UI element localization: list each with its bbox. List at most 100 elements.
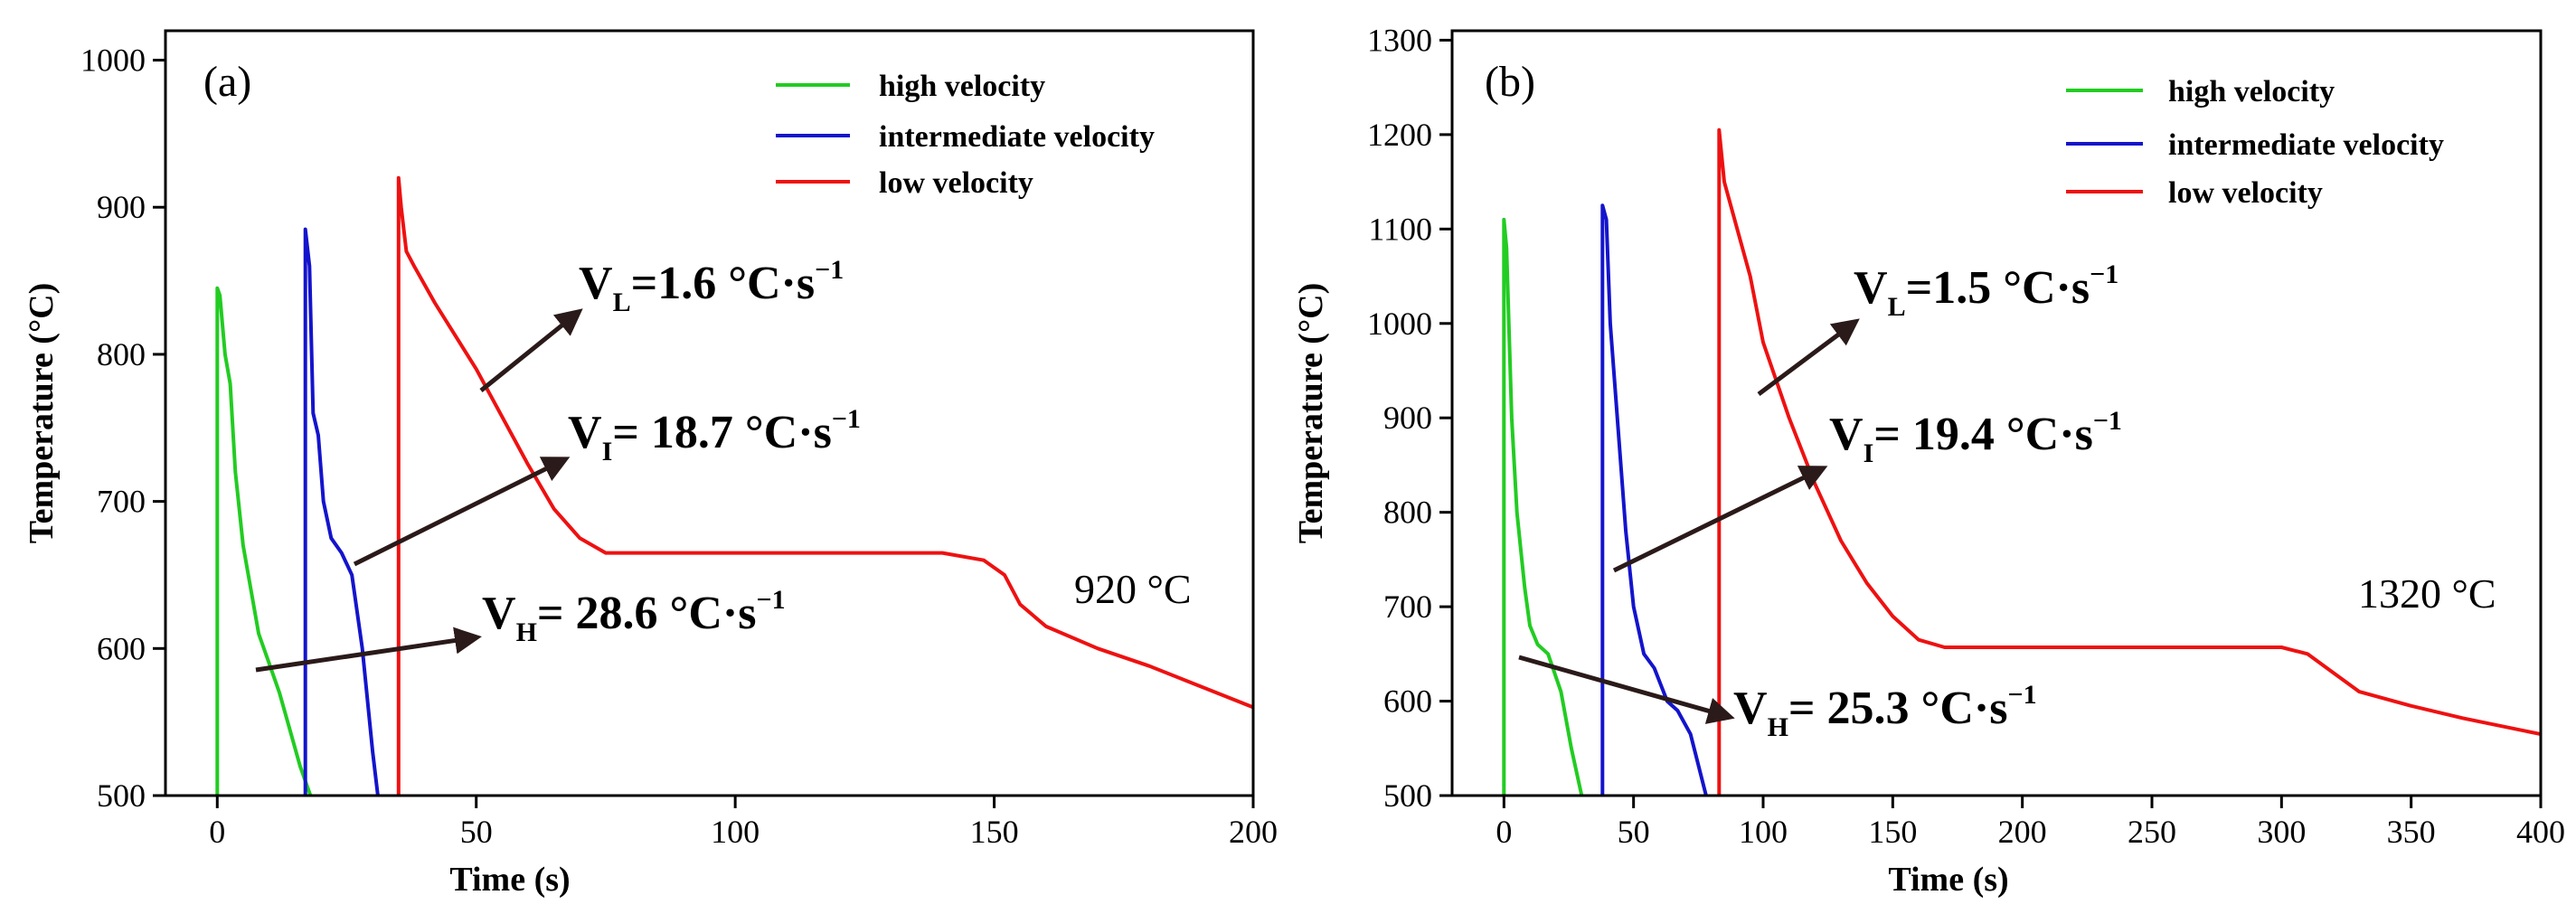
panel-b-y-tick-label: 900: [1383, 400, 1432, 436]
panel-a-x-tick-label: 0: [209, 814, 225, 850]
panel-b-y-tick-label: 700: [1383, 589, 1432, 625]
panel-a-rate-vi: VI= 18.7 °C·s−1: [568, 404, 861, 466]
panel-a-legend-label-high: high velocity: [879, 70, 1045, 103]
panel-a-legend: high velocity intermediate velocity low …: [776, 70, 1155, 200]
panel-a-y-axis-title: Temperature (°C): [23, 283, 61, 544]
panel-b-plot-frame: [1450, 29, 2543, 797]
panel-a-arrow-vl: [479, 308, 583, 392]
panel-b-y-tick-label: 1100: [1368, 211, 1432, 247]
panel-a-y-tick-label: 500: [97, 777, 146, 814]
panel-b-x-tick-label: 50: [1618, 814, 1650, 850]
panel-a-rate-vi-main: V: [568, 407, 602, 458]
panel-b-y-tick-label: 1200: [1367, 117, 1432, 153]
panel-b-series-intermediate: [1600, 203, 1708, 796]
panel-b-legend-label-high: high velocity: [2168, 75, 2335, 108]
panel-b-y-tick-label: 1000: [1367, 306, 1432, 342]
panel-a-rate-vi-sup: −1: [832, 404, 861, 434]
panel-a-x-tick-label: 50: [460, 814, 493, 850]
panel-b-y-tick-label: 600: [1383, 683, 1432, 720]
panel-a-series-intermediate: [303, 227, 380, 796]
panel-b-x-tick-label: 250: [2128, 814, 2176, 850]
panel-b-rate-vh-sub: H: [1768, 712, 1788, 742]
panel-b-arrow-vl: [1757, 318, 1860, 397]
panel-a-x-tick-label: 100: [711, 814, 760, 850]
panel-a-label: (a): [203, 58, 251, 106]
panel-a-annotation-vl: VL=1.6 °C·s−1: [479, 255, 844, 392]
panel-a-rate-vl-sub: L: [613, 287, 631, 317]
panel-b-rate-vi: VI= 19.4 °C·s−1: [1829, 406, 2122, 468]
panel-a-x-axis-title: Time (s): [449, 861, 570, 899]
panel-b-rate-vh-main: V: [1733, 683, 1768, 734]
panel-a-y-tick-label: 700: [97, 484, 146, 520]
panel-a-rate-vh: VH= 28.6 °C·s−1: [482, 585, 786, 647]
panel-a-y-tick-label: 1000: [80, 42, 146, 79]
panel-a-rate-vh-sub: H: [516, 617, 537, 647]
panel-a-rate-vh-value: = 28.6 °C·s: [537, 588, 757, 639]
panel-b-annotation-vi: VI= 19.4 °C·s−1: [1612, 406, 2122, 573]
panel-b-rate-vh-sup: −1: [2007, 680, 2036, 710]
panel-a-legend-label-low: low velocity: [879, 166, 1033, 200]
panel-a-x-ticks: 0 50 100 150 200: [209, 796, 1278, 850]
panel-b-arrow-vi: [1612, 466, 1828, 573]
panel-b-temperature-label: 1320 °C: [2358, 570, 2496, 617]
panel-b-rate-vi-sub: I: [1864, 438, 1874, 468]
panel-a-rate-vl-main: V: [579, 258, 613, 309]
panel-b-rate-vi-sup: −1: [2093, 406, 2122, 436]
panel-b-y-ticks: 500 600 700 800 900 1000 1100 1200 1300: [1367, 22, 1452, 814]
panel-a-y-ticks: 500 600 700 800 900 1000: [80, 42, 165, 814]
panel-a-plot-frame: [164, 29, 1255, 797]
panel-a-rate-vh-sup: −1: [756, 585, 785, 615]
chart-panel-a: 0 50 100 150 200 500 600 700 800 900 1000 Time (s…: [23, 29, 1278, 899]
panel-b-plot-lines: [1502, 127, 2542, 796]
panel-a-y-tick-label: 600: [97, 630, 146, 666]
panel-b-rate-vh-value: = 25.3 °C·s: [1788, 683, 2008, 734]
panel-a-rate-vl-sup: −1: [815, 255, 844, 285]
panel-a-series-low: [396, 175, 1254, 796]
panel-a-arrow-vi: [353, 457, 571, 567]
panel-b-rate-vl: VL=1.5 °C·s−1: [1854, 259, 2118, 322]
panel-a-annotation-vh: VH= 28.6 °C·s−1: [255, 585, 786, 673]
panel-b-rate-vl-main: V: [1854, 262, 1888, 314]
panel-b-rate-vh: VH= 25.3 °C·s−1: [1733, 680, 2037, 742]
panel-a-plot-lines: [215, 175, 1254, 796]
panel-b-series-low: [1717, 127, 2542, 796]
panel-a-x-tick-label: 150: [970, 814, 1019, 850]
panel-a-arrow-vh: [255, 627, 482, 673]
panel-a-y-tick-label: 800: [97, 336, 146, 372]
panel-b-rate-vi-main: V: [1829, 409, 1864, 460]
panel-a-temperature-label: 920 °C: [1074, 566, 1192, 612]
panel-a-rate-vi-value: = 18.7 °C·s: [612, 407, 832, 458]
panel-b-annotation-vh: VH= 25.3 °C·s−1: [1518, 655, 2037, 742]
panel-b-x-tick-label: 150: [1868, 814, 1917, 850]
panel-b-series-high: [1502, 217, 1584, 796]
panel-b-rate-vl-value: =1.5 °C·s: [1906, 262, 2090, 314]
panel-a-annotation-vi: VI= 18.7 °C·s−1: [353, 404, 861, 567]
panel-a-y-tick-label: 900: [97, 189, 146, 225]
panel-b-x-ticks: 0 50 100 150 200 250 300 350 400: [1496, 796, 2565, 850]
panel-a-x-tick-label: 200: [1229, 814, 1278, 850]
panel-a-series-high: [215, 286, 313, 796]
panel-b-y-tick-label: 800: [1383, 495, 1432, 531]
panel-a-rate-vl: VL=1.6 °C·s−1: [579, 255, 844, 317]
panel-b-x-tick-label: 200: [1998, 814, 2047, 850]
panel-b-x-tick-label: 100: [1739, 814, 1788, 850]
chart-panel-b: 0 50 100 150 200 250 300 350 400 500 600 700 800 900…: [1292, 22, 2565, 899]
panel-b-legend-label-intermediate: intermediate velocity: [2168, 128, 2444, 162]
panel-a-rate-vh-main: V: [482, 588, 516, 639]
panel-b-x-axis-title: Time (s): [1888, 861, 2008, 899]
panel-a-rate-vl-value: =1.6 °C·s: [631, 258, 816, 309]
panel-b-x-tick-label: 0: [1496, 814, 1512, 850]
panel-b-y-tick-label: 500: [1383, 777, 1432, 814]
panel-b-y-tick-label: 1300: [1367, 22, 1432, 58]
panel-b-x-tick-label: 400: [2516, 814, 2565, 850]
panel-b-label: (b): [1485, 58, 1535, 106]
panel-b-legend: high velocity intermediate velocity low …: [2066, 75, 2444, 210]
panel-b-x-tick-label: 350: [2387, 814, 2436, 850]
panel-b-annotation-vl: VL=1.5 °C·s−1: [1757, 259, 2118, 397]
panel-a-legend-label-intermediate: intermediate velocity: [879, 120, 1155, 154]
panel-b-rate-vl-sub: L: [1888, 292, 1906, 322]
panel-b-y-axis-title: Temperature (°C): [1292, 283, 1330, 544]
panel-a-rate-vi-sub: I: [602, 437, 613, 466]
panel-b-legend-label-low: low velocity: [2168, 176, 2323, 210]
